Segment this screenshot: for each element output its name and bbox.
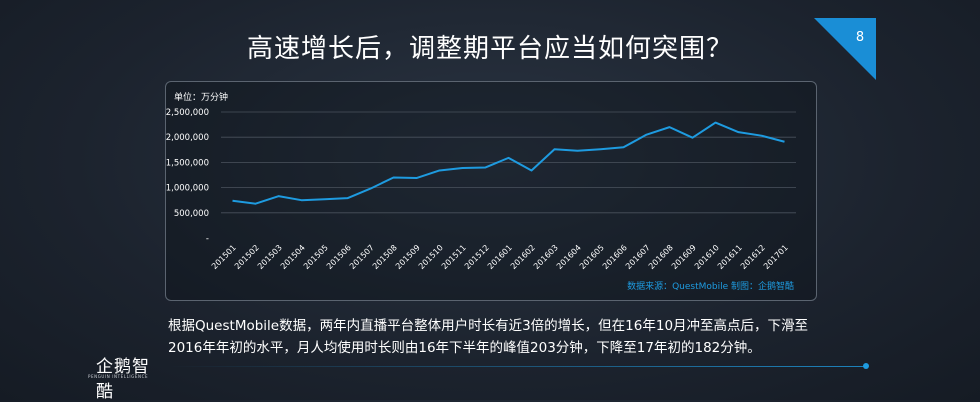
y-tick-label: - xyxy=(206,234,209,244)
x-tick-label: 201608 xyxy=(647,243,675,271)
x-tick-label: 201603 xyxy=(532,243,560,271)
x-tick-label: 201505 xyxy=(302,243,330,271)
x-tick-label: 201503 xyxy=(256,243,284,271)
divider-line xyxy=(168,366,866,367)
x-tick-label: 201506 xyxy=(325,243,353,271)
x-tick-label: 201504 xyxy=(279,243,307,271)
y-tick-label: 500,000 xyxy=(174,209,209,219)
page-number: 8 xyxy=(855,30,865,45)
x-tick-label: 201601 xyxy=(486,243,514,271)
x-tick-label: 201701 xyxy=(762,243,790,271)
x-tick-label: 201512 xyxy=(463,243,491,271)
logo-subtext: PENGUIN INTELLIGENCE xyxy=(88,374,149,379)
x-tick-label: 201611 xyxy=(716,243,744,271)
divider-dot xyxy=(863,363,869,369)
y-tick-label: 1,500,000 xyxy=(166,158,209,168)
x-tick-label: 201605 xyxy=(578,243,606,271)
x-tick-label: 201607 xyxy=(624,243,652,271)
x-tick-label: 201502 xyxy=(233,243,261,271)
x-tick-label: 201511 xyxy=(440,243,468,271)
logo-text: 企鹅智酷 xyxy=(96,357,150,402)
unit-label: 单位：万分钟 xyxy=(174,93,229,103)
line-chart: - 500,000 1,000,000 1,500,000 2,000,000 2,500… xyxy=(166,108,796,271)
corner-triangle xyxy=(814,18,876,80)
x-tick-label: 201507 xyxy=(348,243,376,271)
series-line xyxy=(232,121,785,205)
x-tick-label: 201508 xyxy=(371,243,399,271)
x-tick-label: 201602 xyxy=(509,243,537,271)
x-tick-label: 201610 xyxy=(693,243,721,271)
y-tick-label: 2,500,000 xyxy=(166,108,209,118)
x-tick-label: 201606 xyxy=(601,243,629,271)
x-tick-label: 201612 xyxy=(739,243,767,271)
x-tick-label: 201604 xyxy=(555,243,583,271)
y-tick-label: 2,000,000 xyxy=(166,133,209,143)
x-tick-label: 201609 xyxy=(670,243,698,271)
slide-title: 高速增长后，调整期平台应当如何突围？ xyxy=(246,34,733,64)
x-tick-label: 201509 xyxy=(394,243,422,271)
chart-panel: 单位：万分钟 - 500,000 1,000,000 1,500,000 2,000,0… xyxy=(165,81,817,301)
x-tick-label: 201510 xyxy=(417,243,445,271)
source-label: 数据来源：QuestMobile 制图：企鹅智酷 xyxy=(627,282,794,292)
x-tick-label: 201501 xyxy=(210,243,238,271)
logo: 企鹅智酷 PENGUIN INTELLIGENCE xyxy=(86,352,156,402)
y-tick-label: 1,000,000 xyxy=(166,184,209,194)
body-text: 根据QuestMobile数据，两年内直播平台整体用户时长有近3倍的增长，但在1… xyxy=(168,318,809,356)
